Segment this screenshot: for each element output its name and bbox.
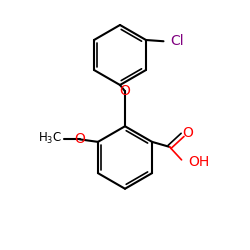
Text: O: O	[183, 126, 194, 140]
Text: O: O	[74, 132, 85, 146]
Text: $\mathregular{H_3C}$: $\mathregular{H_3C}$	[38, 131, 62, 146]
Text: O: O	[120, 84, 130, 98]
Text: OH: OH	[188, 155, 210, 169]
Text: Cl: Cl	[170, 34, 184, 48]
